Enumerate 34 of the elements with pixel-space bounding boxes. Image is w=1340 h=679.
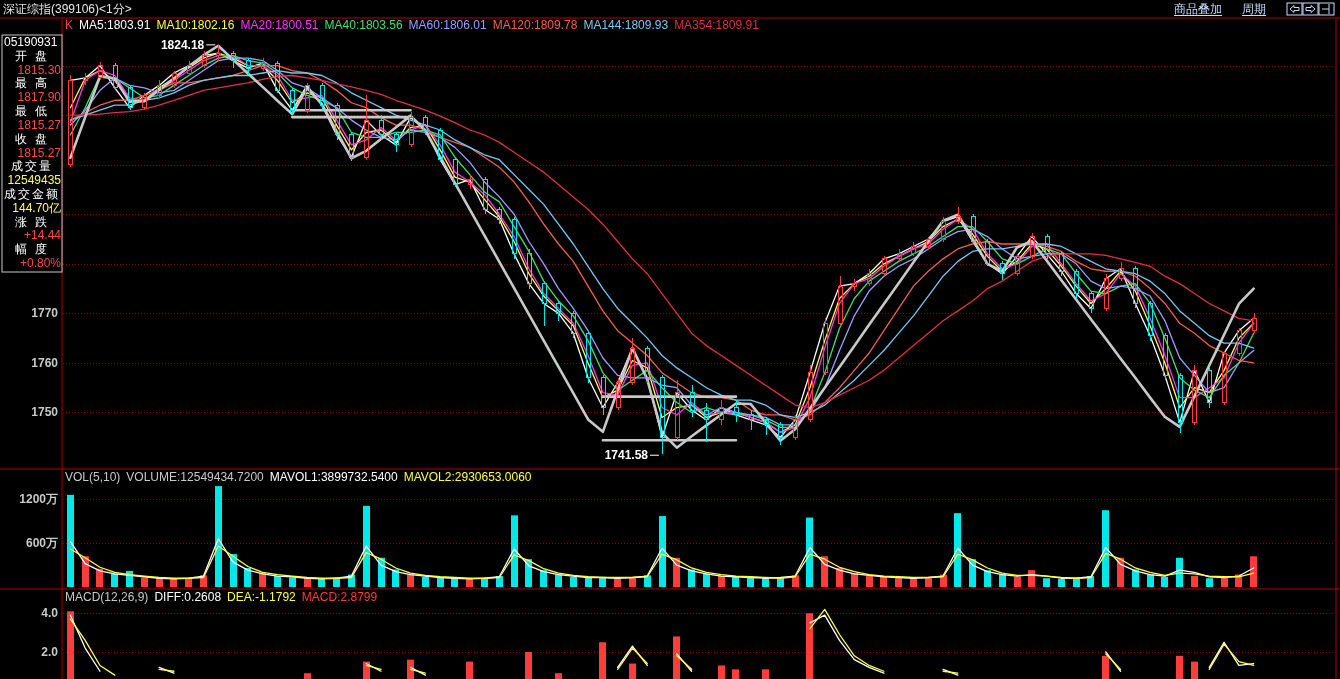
- text: 开 盘: [15, 48, 49, 63]
- chart-title: 深证综指(399106)<1分>: [3, 2, 132, 16]
- y-tick-label: 1770: [31, 306, 59, 321]
- y-tick-label: 1760: [31, 355, 59, 370]
- y-tick-label: 2.0: [41, 644, 59, 659]
- text: 1817.90: [17, 90, 62, 105]
- legend: VOL(5,10) VOLUME:12549434.7200 MAVOL1:3899732.5400 MAVOL2:2930653.0060: [65, 470, 532, 484]
- text: 05190931: [4, 35, 58, 49]
- text: 幅 度: [15, 242, 49, 257]
- note: 1824.18: [160, 37, 216, 52]
- text: 收 盘: [15, 131, 49, 146]
- y-tick-label: 1200万: [19, 492, 58, 507]
- legend: MACD(12,26,9) DIFF:0.2608 DEA:-1.1792 MACD:2.8799: [65, 590, 378, 604]
- note: 1741.58: [604, 448, 660, 463]
- text: +0.80%: [19, 256, 62, 270]
- text: 144.70亿: [12, 200, 61, 215]
- y-tick-label: 4.0: [41, 606, 59, 621]
- y-tick-label: 1750: [31, 405, 59, 420]
- link: 商品叠加: [1173, 2, 1223, 16]
- link: 周期: [1241, 2, 1267, 16]
- annotation: 1741.58: [604, 448, 649, 463]
- text: 成交量: [11, 159, 53, 174]
- text: 成交金额: [4, 186, 60, 201]
- text: 1815.27: [17, 117, 62, 132]
- annotation: 1824.18: [160, 37, 205, 52]
- legend: K MA5:1803.91 MA10:1802.16 MA20:1800.51 MA40:1803.56 MA60:1806.01 MA120:1809.78 MA144:1809.93 MA354:1809.91: [65, 18, 759, 32]
- text: 12549435: [7, 173, 62, 188]
- text: +14.44: [23, 228, 62, 243]
- text: 1815.27: [17, 145, 62, 160]
- text: 最 低: [15, 104, 49, 119]
- text: 1815.30: [17, 62, 62, 77]
- text: 最 高: [15, 76, 49, 91]
- y-tick-label: 600万: [25, 536, 58, 551]
- text: 涨 跌: [15, 214, 49, 229]
